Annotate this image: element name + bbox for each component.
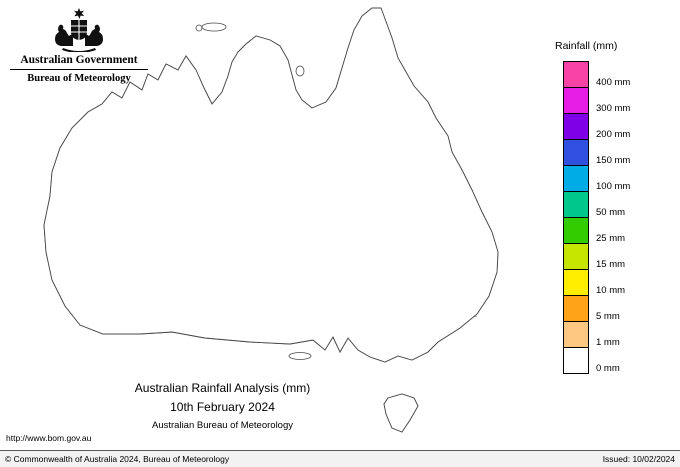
bureau-title: Bureau of Meteorology (27, 73, 131, 84)
caption-title: Australian Rainfall Analysis (mm) (134, 381, 311, 395)
legend-swatch (563, 295, 589, 322)
band-400mm (294, 14, 298, 18)
legend-item: 200 mm (563, 113, 677, 140)
legend-swatch (563, 321, 589, 348)
coat-of-arms-icon (55, 8, 103, 52)
legend-swatch (563, 87, 589, 114)
band-150mm (313, 38, 319, 44)
legend-rows: 400 mm 300 mm 200 mm 150 mm 100 mm 50 mm (563, 61, 677, 374)
legend-item: 100 mm (563, 165, 677, 192)
legend-swatch (563, 139, 589, 166)
legend-label: 400 mm (596, 77, 631, 88)
legend-swatch (563, 243, 589, 270)
legend-item: 1 mm (563, 321, 677, 348)
legend-item: 0 mm (563, 347, 677, 374)
legend-item: 400 mm (563, 61, 677, 88)
legend-label: 200 mm (596, 129, 631, 140)
legend-swatch (563, 165, 589, 192)
legend-swatch (563, 347, 589, 374)
legend-label: 5 mm (596, 311, 620, 322)
legend-label: 100 mm (596, 181, 631, 192)
legend-label: 150 mm (596, 155, 631, 166)
legend-label: 0 mm (596, 363, 620, 374)
australia-rainfall-map (43, 7, 499, 433)
legend-label: 15 mm (596, 259, 626, 270)
header: Australian Government Bureau of Meteorol… (8, 6, 150, 84)
map-caption: Australian Rainfall Analysis (mm) 10th F… (100, 381, 345, 431)
legend-swatch (563, 269, 589, 296)
legend-label: 50 mm (596, 207, 626, 218)
rainfall-legend: Rainfall (mm) 400 mm 300 mm 200 mm 150 m… (553, 40, 677, 374)
legend-item: 50 mm (563, 191, 677, 218)
legend-item: 25 mm (563, 217, 677, 244)
footer-bar: © Commonwealth of Australia 2024, Bureau… (0, 450, 680, 467)
legend-title: Rainfall (mm) (555, 40, 618, 52)
legend-item: 150 mm (563, 139, 677, 166)
legend-swatch (563, 61, 589, 88)
legend-item: 5 mm (563, 295, 677, 322)
legend-label: 25 mm (596, 233, 626, 244)
legend-label: 300 mm (596, 103, 631, 114)
legend-swatch (563, 217, 589, 244)
legend-swatch (563, 191, 589, 218)
header-divider (10, 69, 148, 70)
legend-item: 300 mm (563, 87, 677, 114)
caption-date: 10th February 2024 (170, 400, 275, 414)
copyright-text: © Commonwealth of Australia 2024, Bureau… (5, 454, 230, 464)
legend-label: 10 mm (596, 285, 626, 296)
bom-url: http://www.bom.gov.au (6, 433, 92, 443)
legend-label: 1 mm (596, 337, 620, 348)
legend-swatch (563, 113, 589, 140)
legend-item: 10 mm (563, 269, 677, 296)
government-title: Australian Government (20, 54, 138, 66)
issued-text: Issued: 10/02/2024 (602, 454, 675, 464)
caption-source: Australian Bureau of Meteorology (152, 420, 293, 431)
islands (195, 22, 312, 360)
legend-item: 15 mm (563, 243, 677, 270)
